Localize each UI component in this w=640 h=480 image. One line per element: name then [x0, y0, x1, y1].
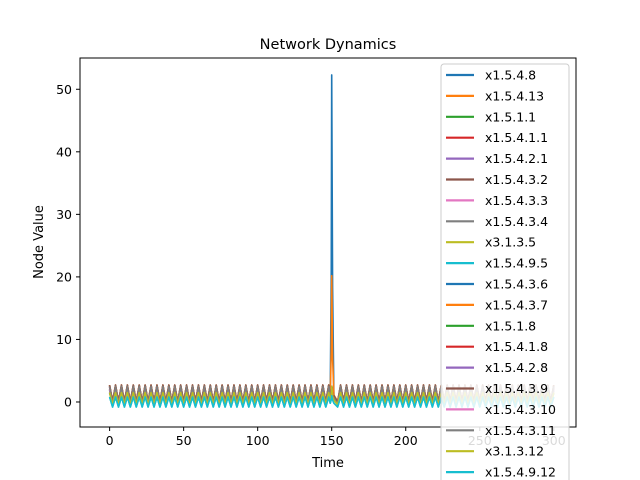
legend-label: x1.5.4.3.10: [485, 402, 556, 417]
legend-label: x1.5.4.3.6: [485, 277, 548, 292]
legend-label: x1.5.4.3.2: [485, 172, 548, 187]
legend-label: x3.1.3.12: [485, 444, 544, 459]
legend-label: x1.5.1.1: [485, 109, 536, 124]
legend-label: x3.1.3.5: [485, 235, 536, 250]
y-tick-label: 50: [56, 82, 72, 97]
legend-label: x1.5.4.1.8: [485, 339, 548, 354]
legend-label: x1.5.4.9.5: [485, 256, 548, 271]
legend-label: x1.5.4.3.11: [485, 423, 556, 438]
legend-label: x1.5.4.2.1: [485, 151, 548, 166]
y-tick-label: 40: [56, 144, 72, 159]
legend-box: [440, 63, 570, 480]
legend-label: x1.5.4.2.8: [485, 360, 548, 375]
x-tick-label: 150: [320, 433, 344, 448]
x-tick-label: 200: [394, 433, 418, 448]
legend-label: x1.5.4.3.7: [485, 297, 548, 312]
x-axis-label: Time: [311, 456, 344, 471]
y-tick-label: 20: [56, 269, 72, 284]
legend-label: x1.5.1.8: [485, 318, 536, 333]
legend-label: x1.5.4.3.4: [485, 214, 548, 229]
y-tick-label: 0: [64, 394, 72, 409]
x-tick-label: 100: [246, 433, 270, 448]
legend-label: x1.5.4.3.9: [485, 381, 548, 396]
legend-label: x1.5.4.1.1: [485, 130, 548, 145]
legend: x1.5.4.8 x1.5.4.13 x1.5.1.1 x1.5.4.1.1 x1.5.…: [440, 63, 570, 480]
x-tick-label: 50: [176, 433, 192, 448]
y-tick-label: 30: [56, 207, 72, 222]
legend-label: x1.5.4.13: [485, 88, 544, 103]
axes-frame: [79, 57, 577, 428]
y-axis-label: Node Value: [32, 205, 47, 279]
x-tick-label: 0: [106, 433, 114, 448]
legend-label: x1.5.4.9.12: [485, 465, 556, 480]
legend-label: x1.5.4.3.3: [485, 193, 548, 208]
legend-label: x1.5.4.8: [485, 68, 536, 83]
chart-title: Network Dynamics: [260, 37, 397, 53]
y-tick-label: 10: [56, 332, 72, 347]
